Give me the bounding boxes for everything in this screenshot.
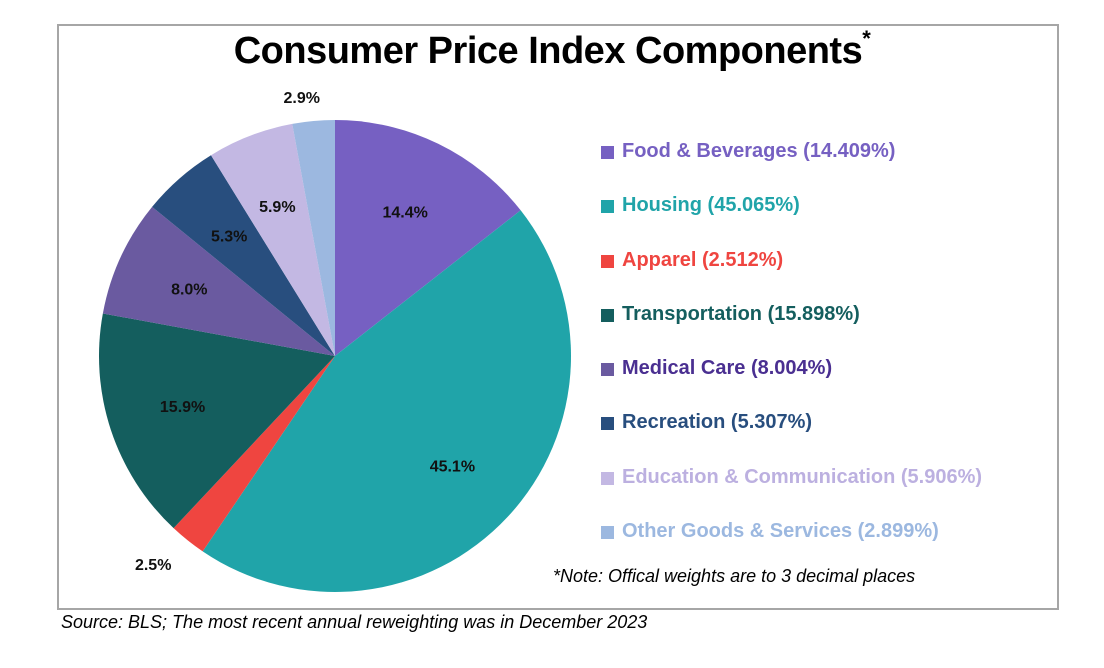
pie-slice-housing xyxy=(202,210,571,592)
slice-label-other-goods-and-services: 2.9% xyxy=(283,90,319,107)
legend-swatch-icon xyxy=(601,417,614,431)
pie-slice-education-and-communication xyxy=(210,123,335,357)
pie-slice-apparel xyxy=(173,356,335,552)
slice-label-education-and-communication: 5.9% xyxy=(259,199,295,216)
pie-slice-other-goods-and-services xyxy=(292,120,335,356)
legend-item-food-and-beverages: Food & Beverages (14.409%) xyxy=(601,140,982,194)
legend-item-transportation: Transportation (15.898%) xyxy=(601,303,982,357)
legend-swatch-icon xyxy=(601,308,614,322)
legend-swatch-icon xyxy=(601,200,614,214)
legend-item-other-goods-and-services: Other Goods & Services (2.899%) xyxy=(601,520,982,574)
slice-label-medical-care: 8.0% xyxy=(171,282,207,299)
chart-title: Consumer Price Index Components* xyxy=(0,26,1104,73)
chart-note: *Note: Offical weights are to 3 decimal … xyxy=(553,566,916,586)
source-caption: Source: BLS; The most recent annual rewe… xyxy=(61,612,648,632)
pie-slice-medical-care xyxy=(102,206,335,356)
legend-swatch-icon xyxy=(601,363,614,377)
legend-item-housing: Housing (45.065%) xyxy=(601,194,982,248)
legend: Food & Beverages (14.409%) Housing (45.06… xyxy=(601,140,982,574)
legend-label: Other Goods & Services (2.899%) xyxy=(622,520,939,543)
legend-item-education-and-communication: Education & Communication (5.906%) xyxy=(601,466,982,520)
legend-item-recreation: Recreation (5.307%) xyxy=(601,411,982,465)
legend-label: Apparel (2.512%) xyxy=(622,248,784,271)
legend-label: Recreation (5.307%) xyxy=(622,411,813,434)
legend-swatch-icon xyxy=(601,254,614,268)
legend-swatch-icon xyxy=(601,146,614,159)
pie-slices xyxy=(98,120,571,592)
legend-swatch-icon xyxy=(601,526,614,540)
legend-item-apparel: Apparel (2.512%) xyxy=(601,249,982,303)
pie-labels: 14.4% 45.1% 2.5% 15.9% 8.0% 5.3% 5.9% 2.9% xyxy=(135,90,475,574)
slice-label-housing: 45.1% xyxy=(430,458,475,475)
legend-item-medical-care: Medical Care (8.004%) xyxy=(601,357,982,411)
chart-title-text: Consumer Price Index Components xyxy=(233,30,863,72)
legend-label: Housing (45.065%) xyxy=(622,194,800,217)
slice-label-apparel: 2.5% xyxy=(135,557,171,574)
legend-label: Education & Communication (5.906%) xyxy=(622,465,983,488)
pie-slice-recreation xyxy=(152,155,335,356)
pie-slice-food-and-beverages xyxy=(335,120,521,356)
slice-label-food-and-beverages: 14.4% xyxy=(383,205,428,222)
title-footnote-marker: * xyxy=(862,26,871,51)
pie-slice-transportation xyxy=(98,313,335,529)
slice-label-transportation: 15.9% xyxy=(160,399,205,416)
legend-label: Medical Care (8.004%) xyxy=(622,357,833,380)
legend-label: Food & Beverages (14.409%) xyxy=(622,140,896,162)
legend-label: Transportation (15.898%) xyxy=(622,302,860,325)
legend-swatch-icon xyxy=(601,471,614,485)
slice-label-recreation: 5.3% xyxy=(211,228,247,245)
